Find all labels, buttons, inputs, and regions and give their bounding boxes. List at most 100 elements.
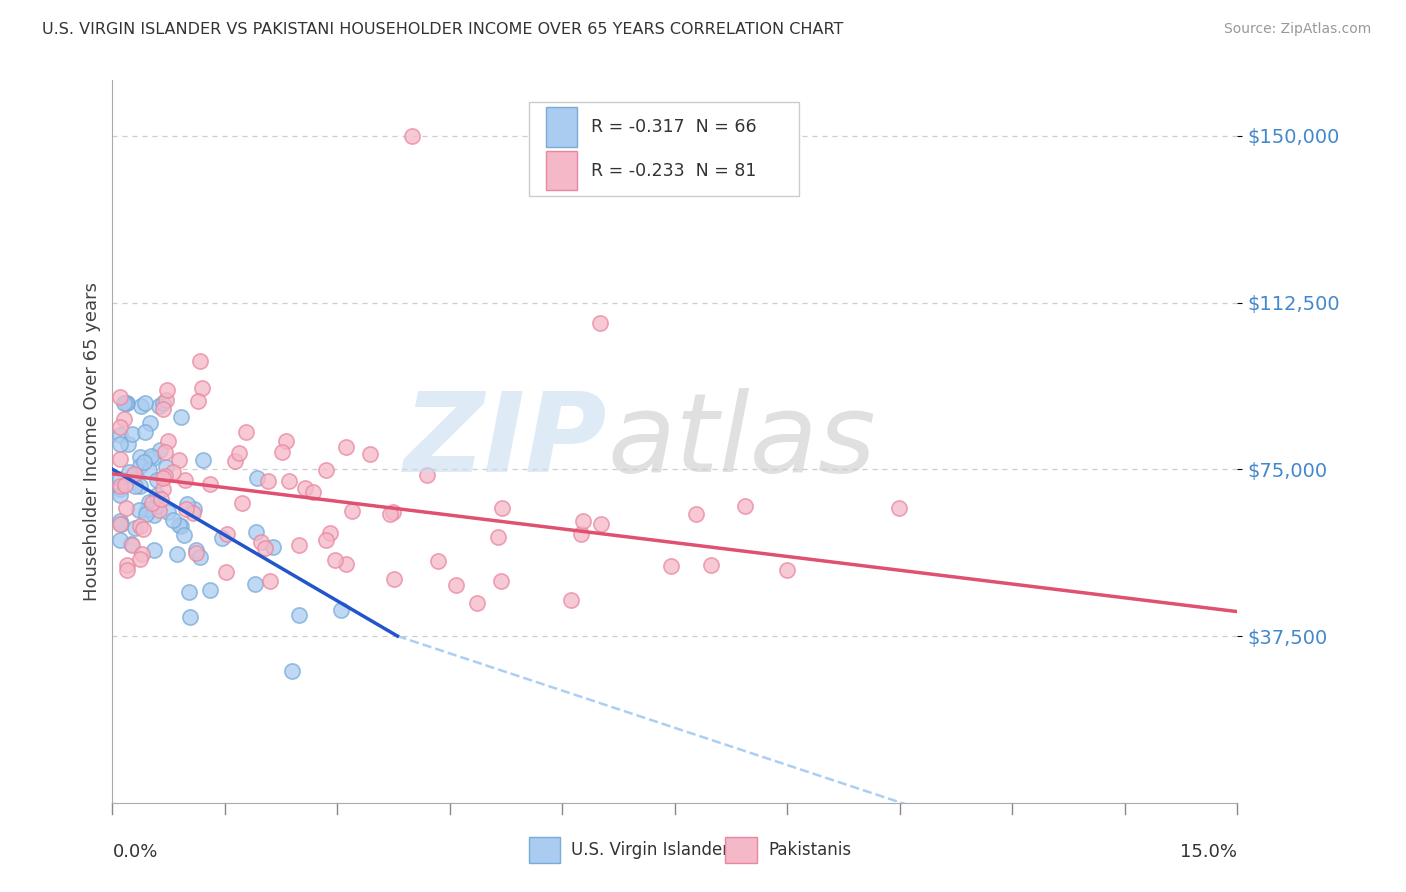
Point <box>141 450 163 464</box>
Point <box>288 538 311 552</box>
Point <box>211 531 233 545</box>
Point <box>335 440 357 454</box>
Point <box>228 446 250 460</box>
Point <box>114 500 136 515</box>
Text: U.S. VIRGIN ISLANDER VS PAKISTANI HOUSEHOLDER INCOME OVER 65 YEARS CORRELATION C: U.S. VIRGIN ISLANDER VS PAKISTANI HOUSEH… <box>42 22 844 37</box>
Point <box>122 468 145 483</box>
Point <box>129 450 152 464</box>
Point <box>135 507 157 521</box>
Point <box>700 558 723 572</box>
Text: ZIP: ZIP <box>404 388 607 495</box>
Point <box>224 453 246 467</box>
Point <box>148 399 170 413</box>
Point <box>491 501 513 516</box>
Point <box>115 395 138 409</box>
Point <box>108 487 131 501</box>
Point <box>271 445 294 459</box>
Point <box>257 475 280 489</box>
Point <box>152 402 174 417</box>
Point <box>215 565 238 579</box>
Point <box>259 574 281 589</box>
Point <box>128 479 150 493</box>
Point <box>489 574 512 589</box>
Point <box>108 436 131 450</box>
Point <box>143 543 166 558</box>
Point <box>281 664 304 678</box>
Point <box>301 484 323 499</box>
Point <box>108 420 131 434</box>
Point <box>134 395 156 409</box>
Point <box>246 471 269 485</box>
Point <box>124 479 146 493</box>
Point <box>184 543 207 558</box>
Point <box>217 527 239 541</box>
Point <box>382 572 405 586</box>
Point <box>112 395 135 409</box>
Bar <box>725 837 756 863</box>
Point <box>156 505 179 519</box>
Point <box>162 514 184 528</box>
Point <box>128 503 150 517</box>
Point <box>359 447 381 461</box>
Point <box>152 471 174 485</box>
Point <box>444 578 467 592</box>
Point <box>776 563 799 577</box>
Point <box>148 503 170 517</box>
Point <box>149 491 172 506</box>
Point <box>181 506 204 520</box>
Point <box>115 563 138 577</box>
Point <box>685 507 707 521</box>
Point <box>191 381 214 395</box>
Point <box>184 546 207 560</box>
Bar <box>529 837 560 863</box>
Point <box>589 517 612 532</box>
Point <box>659 559 682 574</box>
Point <box>152 395 174 409</box>
Point <box>122 467 145 482</box>
Point <box>146 473 169 487</box>
Point <box>121 537 143 551</box>
Point <box>138 502 160 516</box>
Point <box>188 353 211 368</box>
Point <box>330 603 353 617</box>
Point <box>401 128 423 143</box>
Point <box>138 495 160 509</box>
Point <box>142 450 165 465</box>
Point <box>156 434 179 449</box>
Point <box>115 395 138 409</box>
Point <box>262 540 284 554</box>
Point <box>381 505 404 519</box>
Point <box>143 508 166 522</box>
Point <box>129 400 152 414</box>
Point <box>198 583 221 598</box>
Point <box>887 500 910 515</box>
Point <box>134 425 156 439</box>
Point <box>170 518 193 533</box>
Point <box>108 427 131 442</box>
Point <box>415 467 437 482</box>
Point <box>155 392 177 407</box>
Point <box>153 469 176 483</box>
Point <box>162 465 184 479</box>
Point <box>288 607 311 622</box>
Point <box>129 519 152 533</box>
Point <box>146 499 169 513</box>
Point <box>110 516 132 531</box>
Text: Source: ZipAtlas.com: Source: ZipAtlas.com <box>1223 22 1371 37</box>
Point <box>488 530 510 544</box>
Point <box>177 584 200 599</box>
Point <box>167 517 190 532</box>
Point <box>315 533 337 547</box>
Point <box>117 436 139 450</box>
Point <box>243 577 266 591</box>
Point <box>166 547 188 561</box>
Point <box>183 502 205 516</box>
Point <box>132 522 155 536</box>
Point <box>108 482 131 496</box>
Point <box>112 412 135 426</box>
Point <box>277 474 299 488</box>
Point <box>174 502 197 516</box>
Point <box>138 463 160 477</box>
Point <box>569 527 592 541</box>
Point <box>115 558 138 572</box>
